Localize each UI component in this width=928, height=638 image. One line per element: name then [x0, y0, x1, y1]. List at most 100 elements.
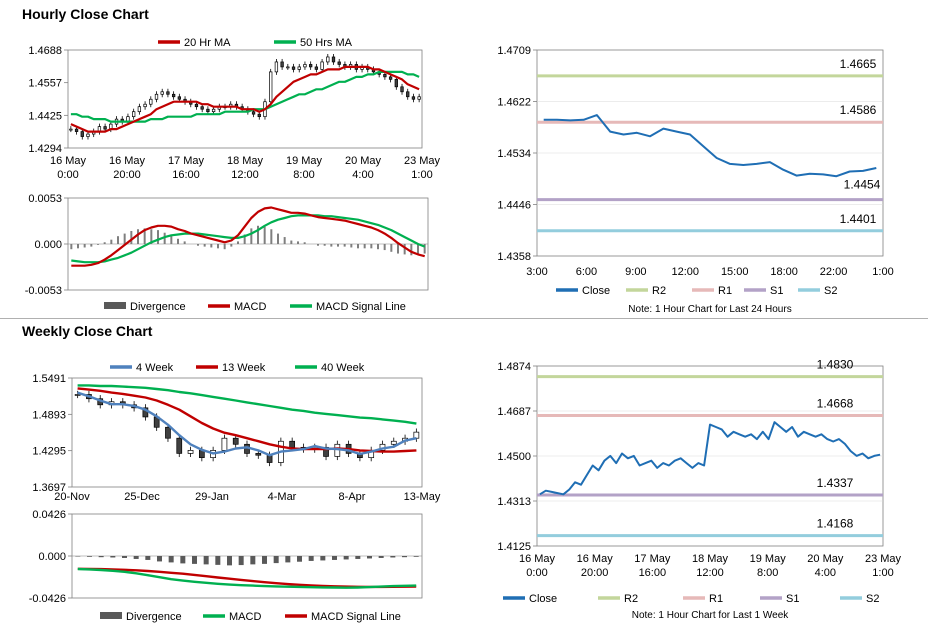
weekly-ma-40week-line	[77, 384, 417, 425]
weekly-levels-y-tick-label: 1.4874	[497, 361, 531, 373]
hourly-ma-x-tick-label: 1:00	[411, 169, 432, 181]
hourly-macd-y-tick-label: -0.0053	[25, 285, 62, 297]
hourly-macd-legend-label: Divergence	[130, 301, 186, 313]
weekly-levels-x-tick-label: 16 May	[519, 553, 556, 565]
weekly-macd-divergence-bar	[343, 556, 349, 560]
hourly-ma-50hr-line	[70, 70, 420, 123]
weekly-ma-4week-line	[77, 391, 417, 457]
hourly-ma-candle-body	[291, 66, 296, 70]
weekly-ma-x-tick-label: 25-Dec	[124, 491, 160, 503]
hourly-ma-candle-body	[388, 76, 393, 80]
weekly-ma-x-tick-label: 8-Apr	[339, 491, 366, 503]
hourly-ma-candle-body	[411, 96, 416, 100]
hourly-levels-legend-label: S1	[770, 285, 783, 297]
hourly-macd-legend-label: MACD	[234, 301, 266, 313]
weekly-ma-x-tick-label: 20-Nov	[54, 491, 90, 503]
hourly-ma-candle-body	[200, 106, 204, 110]
section-divider	[0, 318, 928, 319]
weekly-levels-level-s2-label: 1.4168	[817, 517, 854, 531]
weekly-ma-candle-body	[255, 453, 262, 456]
weekly-levels-y-tick-label: 1.4500	[497, 451, 531, 463]
weekly-macd-divergence-bar	[157, 556, 162, 562]
hourly-levels-x-tick-label: 15:00	[721, 266, 749, 278]
hourly-ma-candle-body	[286, 66, 290, 69]
weekly-macd-divergence-bar	[180, 556, 186, 564]
weekly-ma-legend-label: 40 Week	[321, 362, 365, 374]
hourly-ma-x-tick-label: 16 May	[50, 155, 87, 167]
hourly-levels-legend-label: R1	[718, 285, 732, 297]
hourly-ma-candle-body	[269, 71, 273, 103]
weekly-ma-plot-frame	[71, 377, 423, 488]
weekly-macd-legend-label: MACD	[229, 611, 261, 623]
weekly-levels-y-tick-label: 1.4687	[497, 406, 531, 418]
hourly-ma-x-tick-label: 18 May	[227, 155, 264, 167]
weekly-macd-divergence-bar	[215, 556, 221, 565]
hourly-levels-level-s2-label: 1.4401	[840, 212, 877, 226]
weekly-levels-x-tick-label: 18 May	[692, 553, 729, 565]
weekly-macd-divergence-bar	[367, 556, 372, 559]
hourly-levels-x-tick-label: 1:00	[872, 266, 893, 278]
hourly-ma-candle-body	[154, 93, 159, 100]
hourly-levels-x-tick-label: 6:00	[576, 266, 597, 278]
hourly-levels-note: Note: 1 Hour Chart for Last 24 Hours	[628, 304, 791, 315]
hourly-levels-y-tick-label: 1.4446	[497, 200, 531, 212]
weekly-levels-legend-label: R2	[624, 593, 638, 605]
weekly-ma-x-tick-label: 13-May	[404, 491, 441, 503]
weekly-levels-y-tick-label: 1.4313	[497, 496, 531, 508]
weekly-levels-x-tick-label: 8:00	[757, 567, 778, 579]
weekly-macd-legend-label: MACD Signal Line	[311, 611, 401, 623]
weekly-levels-x-tick-label: 17 May	[634, 553, 671, 565]
weekly-macd-divergence-bar	[227, 556, 232, 566]
hourly-ma-x-tick-label: 23 May	[404, 155, 441, 167]
hourly-ma-x-tick-label: 20 May	[345, 155, 382, 167]
hourly-ma-candle-body	[74, 128, 79, 132]
weekly-macd-divergence-bar	[110, 556, 116, 558]
hourly-ma-candle-body	[194, 103, 199, 108]
weekly-ma-candle-body	[74, 394, 81, 396]
hourly-ma-candle-body	[171, 93, 176, 98]
hourly-macd-y-tick-label: 0.000	[34, 239, 62, 251]
weekly-macd-divergence-bar	[238, 556, 244, 566]
hourly-ma-x-tick-label: 4:00	[352, 169, 373, 181]
hourly-ma-candle-body	[86, 133, 90, 137]
weekly-macd-y-tick-label: 0.0426	[32, 509, 66, 521]
weekly-macd-divergence-bar	[285, 556, 291, 563]
hourly-ma-candle-body	[331, 56, 336, 63]
hourly-ma-candle-body	[417, 96, 421, 100]
hourly-ma-candle-body	[80, 131, 84, 137]
weekly-ma-candle-body	[187, 450, 194, 454]
hourly-ma-candle-body	[320, 61, 324, 70]
hourly-macd-legend-label: MACD Signal Line	[316, 301, 406, 313]
weekly-macd-divergence-bar	[355, 556, 361, 559]
weekly-levels-x-tick-label: 4:00	[815, 567, 836, 579]
weekly-ma-legend-label: 4 Week	[136, 362, 174, 374]
weekly-macd-divergence-bar	[168, 556, 174, 563]
hourly-ma-x-tick-label: 8:00	[293, 169, 314, 181]
weekly-macd-divergence-bar	[98, 556, 104, 558]
hourly-ma-candle-body	[314, 66, 319, 70]
weekly-ma-y-tick-label: 1.4295	[32, 446, 66, 458]
weekly-macd-divergence-bar	[378, 556, 384, 558]
hourly-levels-y-tick-label: 1.4358	[497, 251, 531, 263]
hourly-ma-x-tick-label: 17 May	[168, 155, 205, 167]
weekly-levels-x-tick-label: 23 May	[865, 553, 902, 565]
hourly-ma-candle-body	[406, 91, 410, 98]
weekly-levels-legend-label: S1	[786, 593, 799, 605]
hourly-section-title: Hourly Close Chart	[22, 6, 149, 22]
weekly-macd-divergence-bar	[297, 556, 302, 562]
weekly-macd-divergence-bar	[250, 556, 256, 565]
weekly-ma-x-tick-label: 4-Mar	[268, 491, 297, 503]
hourly-levels-y-tick-label: 1.4709	[497, 45, 531, 57]
hourly-ma-plot-frame	[67, 49, 423, 149]
weekly-macd-divergence-bar	[192, 556, 197, 564]
hourly-levels-level-s1-label: 1.4454	[844, 178, 881, 192]
hourly-ma-x-tick-label: 12:00	[231, 169, 259, 181]
hourly-levels-level-r2-label: 1.4665	[840, 57, 877, 71]
weekly-levels-level-r1-label: 1.4668	[817, 397, 854, 411]
hourly-levels-x-tick-label: 18:00	[770, 266, 798, 278]
weekly-macd-divergence-bar	[320, 556, 326, 561]
weekly-levels-legend-label: R1	[709, 593, 723, 605]
weekly-levels-x-tick-label: 16 May	[577, 553, 614, 565]
